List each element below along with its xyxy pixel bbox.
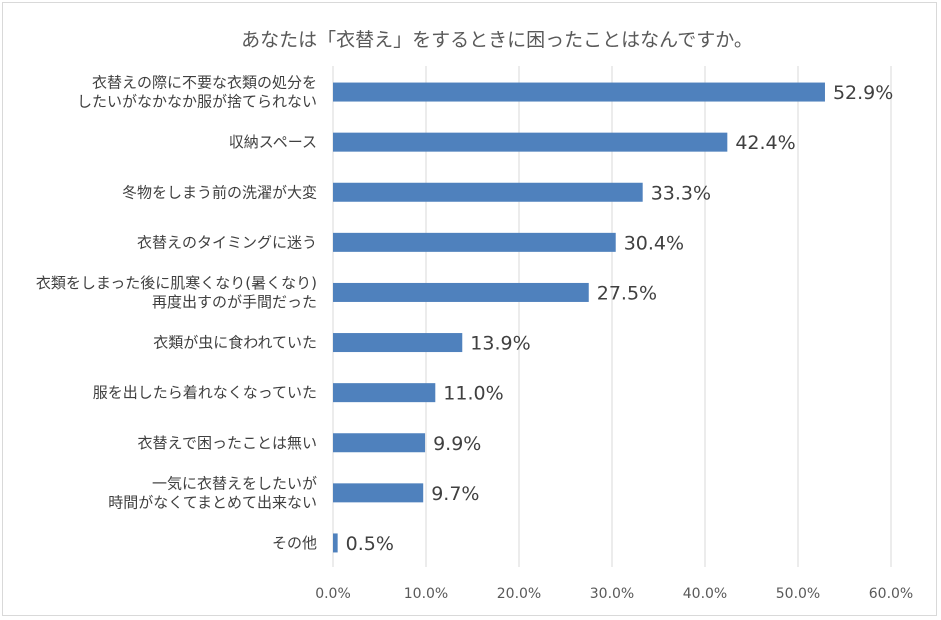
category-label-line: その他	[272, 534, 317, 552]
bar	[333, 533, 338, 553]
category-label: 衣替えのタイミングに迷う	[137, 233, 317, 251]
category-label-line: 衣類が虫に食われていた	[153, 334, 317, 352]
x-tick-label: 50.0%	[776, 586, 820, 602]
category-label: その他	[272, 534, 317, 552]
bar	[333, 132, 728, 152]
value-label: 9.9%	[433, 433, 481, 455]
bar	[333, 433, 426, 453]
bar	[333, 483, 424, 503]
value-label: 0.5%	[346, 533, 394, 555]
category-label-line: 冬物をしまう前の洗濯が大変	[122, 183, 317, 201]
value-label: 27.5%	[597, 282, 657, 304]
category-label-line: 衣替えの際に不要な衣類の処分を	[92, 74, 317, 92]
value-label: 11.0%	[443, 383, 503, 405]
bar	[333, 82, 825, 102]
value-label: 52.9%	[833, 82, 893, 104]
value-label: 30.4%	[624, 232, 684, 254]
category-label: 衣類をしまった後に肌寒くなり(暑くなり)再度出すのが手間だった	[36, 274, 317, 311]
category-label-line: 収納スペース	[229, 133, 317, 151]
category-label-line: 衣替えのタイミングに迷う	[137, 233, 317, 251]
x-tick-label: 30.0%	[590, 586, 634, 602]
category-label: 冬物をしまう前の洗濯が大変	[122, 183, 317, 201]
bar	[333, 383, 436, 403]
bar	[333, 232, 616, 252]
x-tick-label: 40.0%	[683, 586, 727, 602]
category-label-line: 時間がなくてまとめて出来ない	[108, 493, 317, 511]
category-label-line: したいがなかなか服が捨てられない	[77, 93, 317, 111]
category-label: 服を出したら着れなくなっていた	[93, 384, 317, 402]
value-label: 42.4%	[735, 132, 795, 154]
category-label-line: 一気に衣替えをしたいが	[152, 474, 317, 492]
chart-title: あなたは「衣替え」をするときに困ったことはなんですか。	[241, 29, 753, 51]
category-label: 一気に衣替えをしたいが時間がなくてまとめて出来ない	[108, 474, 317, 511]
x-tick-label: 60.0%	[869, 586, 913, 602]
category-label: 衣替えで困ったことは無い	[137, 434, 317, 452]
category-label-line: 衣替えで困ったことは無い	[137, 434, 317, 452]
x-tick-label: 20.0%	[497, 586, 541, 602]
value-label: 13.9%	[470, 333, 530, 355]
value-label: 33.3%	[651, 182, 711, 204]
value-label: 9.7%	[431, 483, 479, 505]
category-label: 衣類が虫に食われていた	[153, 334, 317, 352]
category-label-line: 服を出したら着れなくなっていた	[93, 384, 317, 402]
x-tick-label: 0.0%	[315, 586, 351, 602]
bar	[333, 182, 643, 202]
bar	[333, 333, 463, 353]
category-label: 衣替えの際に不要な衣類の処分をしたいがなかなか服が捨てられない	[77, 74, 317, 111]
x-tick-label: 10.0%	[404, 586, 448, 602]
bar	[333, 282, 589, 302]
category-label-line: 再度出すのが手間だった	[152, 293, 317, 311]
category-label: 収納スペース	[229, 133, 317, 151]
category-label-line: 衣類をしまった後に肌寒くなり(暑くなり)	[36, 274, 317, 292]
